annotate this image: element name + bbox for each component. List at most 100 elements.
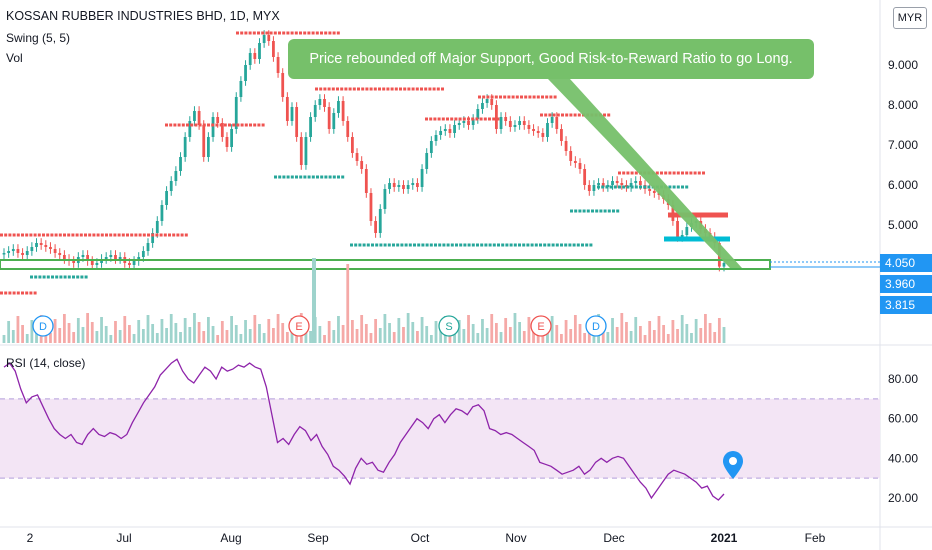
swing-high-dots (84, 233, 87, 237)
event-badge-letter: E (295, 321, 302, 333)
swing-high-dots (630, 171, 634, 175)
volume-bar (504, 318, 508, 343)
candle (425, 153, 429, 169)
swing-high-dots (361, 87, 365, 91)
swing-high-dots (573, 113, 577, 117)
swing-high-dots (138, 233, 142, 237)
swing-high-dots (134, 233, 138, 237)
volume-bar (690, 333, 693, 343)
event-badge-d: D (585, 315, 607, 337)
candle (560, 129, 563, 141)
volume-bar (578, 324, 582, 343)
swing-low-dots (76, 275, 80, 279)
candle (25, 251, 29, 255)
swing-low-dots (371, 243, 374, 247)
swing-high-dots (21, 291, 24, 295)
volume-bar (620, 313, 624, 343)
candle (211, 117, 215, 137)
swing-high-dots (328, 31, 332, 35)
swing-high-dots (424, 87, 428, 91)
swing-high-dots (507, 95, 511, 99)
swing-high-dots (232, 123, 236, 127)
currency-badge[interactable]: MYR (893, 7, 927, 29)
swing-high-dots (403, 87, 407, 91)
swing-low-dots (63, 275, 67, 279)
candle (183, 137, 187, 157)
candle (615, 181, 619, 183)
swing-high-dots (169, 123, 173, 127)
time-axis[interactable]: 2 Jul Aug Sep Oct Nov Dec 2021 Feb (0, 526, 932, 545)
volume-bar (188, 327, 192, 343)
swing-low-dots (607, 209, 611, 213)
swing-low-dots (576, 243, 580, 247)
swing-high-dots (429, 117, 433, 121)
volume-bar (615, 327, 619, 343)
volume-bar (16, 316, 20, 343)
candle (360, 161, 364, 169)
volume-bar (216, 335, 220, 343)
candle (532, 129, 535, 131)
candle (397, 185, 401, 187)
swing-low-dots (668, 185, 672, 189)
candle (541, 133, 545, 137)
volume-bar (109, 335, 113, 343)
volume-bar (239, 334, 243, 343)
candle (457, 123, 461, 125)
volume-bar (262, 333, 266, 343)
volume-bar (471, 324, 475, 343)
swing-high-dots (202, 123, 206, 127)
volume-bar (137, 320, 141, 343)
swing-low-dots (484, 243, 488, 247)
candle (90, 261, 94, 265)
swing-high-dots (228, 123, 231, 127)
swing-high-dots (12, 291, 16, 295)
swing-high-dots (244, 123, 248, 127)
candle (518, 121, 522, 125)
rsi-line (3, 358, 725, 501)
volume-bar (573, 315, 577, 343)
swing-low-dots (582, 209, 586, 213)
swing-high-dots (54, 233, 58, 237)
candle (550, 117, 554, 123)
volume-bar (564, 320, 568, 343)
candle (272, 41, 275, 57)
swing-high-dots (46, 233, 50, 237)
volume-bar (462, 329, 466, 343)
candle (448, 129, 452, 133)
candle (309, 117, 312, 137)
candle (299, 137, 303, 165)
swing-high-dots (441, 87, 444, 91)
candle (206, 137, 210, 157)
swing-high-dots (163, 233, 167, 237)
swing-high-dots (336, 87, 339, 91)
swing-low-dots (290, 175, 294, 179)
swing-low-dots (618, 185, 621, 189)
volume-bar (485, 328, 489, 343)
volume-bar (518, 322, 522, 343)
support-zone (0, 259, 771, 270)
candle (634, 181, 638, 183)
volume-bar (58, 328, 62, 343)
candle (578, 163, 582, 169)
event-badge-ring (32, 315, 54, 337)
swing-high-dots (92, 233, 96, 237)
annotation-callout[interactable]: Price rebounded off Major Support, Good … (288, 39, 814, 79)
candle (587, 185, 591, 191)
volume-bar (425, 326, 429, 343)
candle (569, 151, 573, 161)
volume-bar (457, 320, 461, 343)
swing-high-dots (151, 233, 155, 237)
swing-high-dots (415, 87, 419, 91)
swing-high-dots (282, 31, 286, 35)
swing-high-dots (488, 117, 491, 121)
swing-high-dots (540, 113, 543, 117)
swing-low-dots (307, 175, 311, 179)
event-badge-ring (585, 315, 607, 337)
swing-low-dots (404, 243, 408, 247)
swing-high-dots (16, 291, 20, 295)
swing-low-dots (51, 275, 54, 279)
swing-low-dots (274, 175, 277, 179)
candle (332, 113, 336, 129)
swing-low-dots (358, 243, 362, 247)
